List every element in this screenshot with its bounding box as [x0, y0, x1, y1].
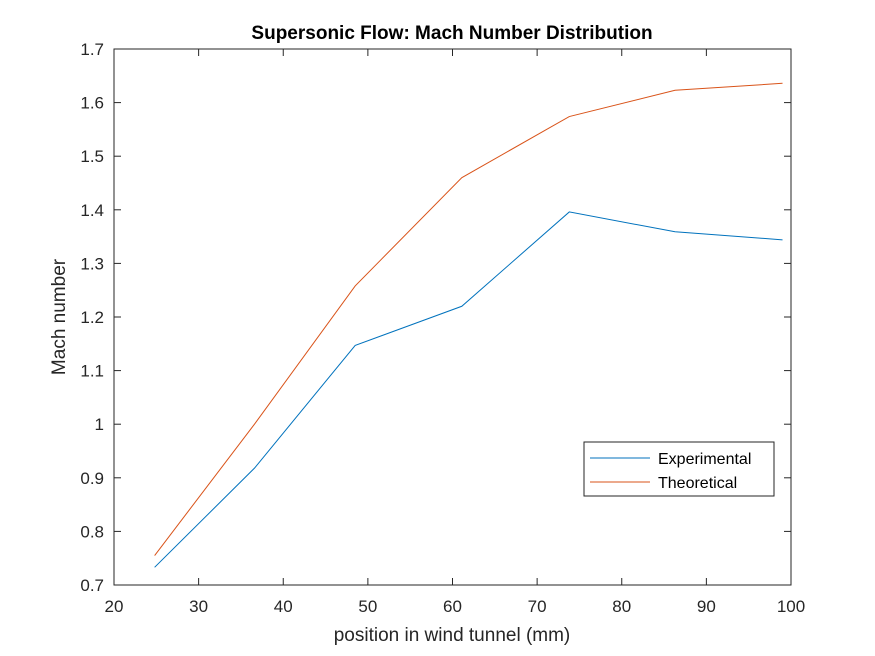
- x-axis-label: position in wind tunnel (mm): [334, 625, 571, 646]
- chart-title: Supersonic Flow: Mach Number Distributio…: [251, 23, 652, 44]
- x-tick-label: 80: [612, 597, 631, 616]
- x-tick-label: 30: [189, 597, 208, 616]
- x-tick-label: 40: [274, 597, 293, 616]
- y-tick-label: 1.7: [80, 40, 104, 59]
- x-tick-label: 70: [528, 597, 547, 616]
- y-tick-label: 1.1: [80, 362, 104, 381]
- y-tick-label: 1.3: [80, 254, 104, 273]
- y-tick-label: 1.6: [80, 94, 104, 113]
- x-tick-label: 100: [777, 597, 805, 616]
- series-line-experimental: [154, 211, 783, 568]
- legend-box: [583, 441, 775, 497]
- series-line-theoretical: [154, 82, 783, 556]
- legend: Experimental Theoretical: [583, 441, 775, 497]
- y-tick-label: 1: [95, 415, 104, 434]
- y-axis-label: Mach number: [49, 258, 70, 375]
- y-tick-label: 0.9: [80, 469, 104, 488]
- legend-label-theoretical: Theoretical: [658, 475, 737, 492]
- x-tick-label: 20: [105, 597, 124, 616]
- y-tick-label: 1.4: [80, 201, 104, 220]
- y-tick-label: 0.7: [80, 576, 104, 595]
- plot-area: [113, 48, 792, 586]
- y-tick-label: 1.5: [80, 147, 104, 166]
- x-tick-label: 60: [443, 597, 462, 616]
- legend-label-experimental: Experimental: [658, 451, 751, 468]
- x-axis-ticks: 20 30 40 50 60 70 80 90 100: [105, 49, 805, 616]
- y-tick-label: 1.2: [80, 308, 104, 327]
- x-tick-label: 90: [697, 597, 716, 616]
- x-tick-label: 50: [358, 597, 377, 616]
- y-axis-ticks: 0.7 0.8 0.9 1 1.1 1.2 1.3 1.4 1.5 1.6 1.7: [80, 40, 791, 595]
- y-tick-label: 0.8: [80, 522, 104, 541]
- series-lines: [154, 82, 783, 568]
